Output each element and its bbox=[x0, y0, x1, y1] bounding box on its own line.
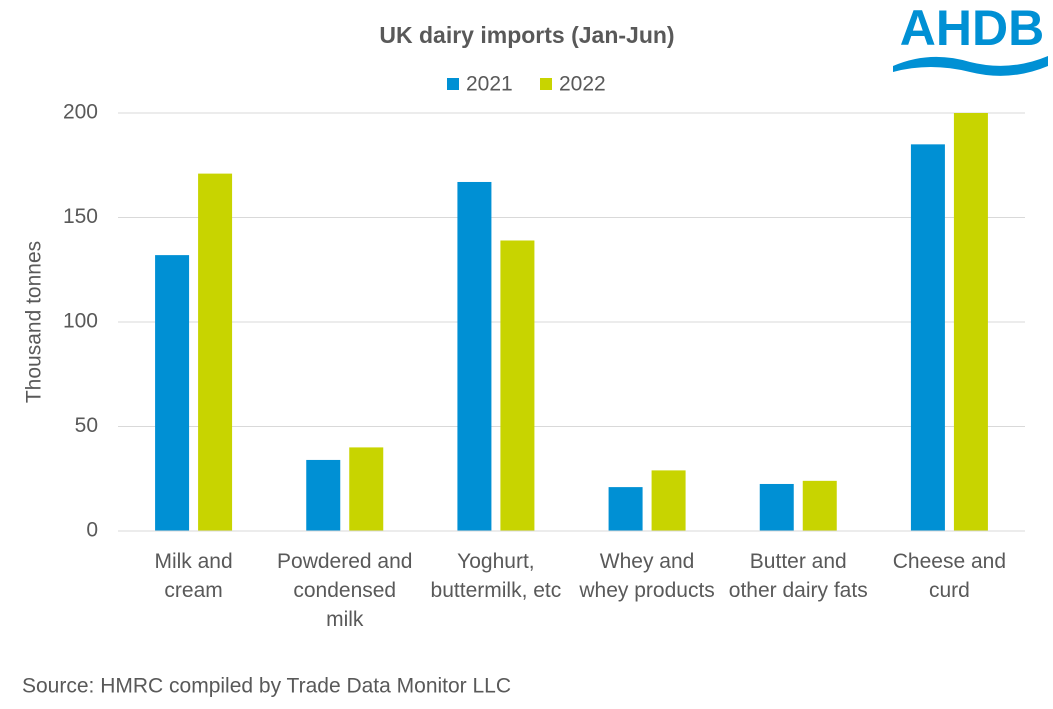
legend-label: 2021 bbox=[466, 73, 513, 96]
legend-swatch bbox=[447, 78, 459, 90]
bar bbox=[651, 470, 686, 531]
y-tick-label: 100 bbox=[63, 310, 98, 333]
bar bbox=[349, 447, 384, 531]
y-tick-label: 200 bbox=[63, 101, 98, 124]
chart-title: UK dairy imports (Jan-Jun) bbox=[379, 22, 674, 48]
x-tick-label-box: Cheese and curd bbox=[892, 550, 1007, 602]
x-tick-label: Cheese and curd bbox=[892, 550, 1007, 602]
logo-text: AHDB bbox=[900, 0, 1044, 56]
y-tick-label: 150 bbox=[63, 205, 98, 228]
source: Source: HMRC compiled by Trade Data Moni… bbox=[22, 675, 511, 698]
x-tick-label-box: Yoghurt, buttermilk, etc bbox=[430, 550, 562, 602]
x-tick-label: Butter and other dairy fats bbox=[728, 550, 868, 602]
bar bbox=[802, 480, 837, 531]
bar bbox=[953, 113, 988, 531]
x-tick-label: Whey and whey products bbox=[579, 550, 715, 602]
x-tick-label-box: Butter and other dairy fats bbox=[728, 550, 868, 602]
x-tick-label: Milk and cream bbox=[154, 550, 233, 602]
x-tick-label: Yoghurt, buttermilk, etc bbox=[430, 550, 562, 602]
x-tick-label: Powdered and condensed milk bbox=[277, 550, 413, 631]
legend-label: 2022 bbox=[559, 73, 606, 96]
logo: AHDB bbox=[893, 0, 1048, 76]
y-axis-label: Thousand tonnes bbox=[23, 241, 46, 403]
bar bbox=[155, 255, 190, 531]
x-tick-label-box: Whey and whey products bbox=[579, 550, 715, 602]
logo-wave bbox=[893, 56, 1048, 76]
bar bbox=[759, 483, 794, 531]
bar bbox=[500, 240, 535, 532]
bar bbox=[910, 144, 945, 531]
y-tick-label: 50 bbox=[75, 414, 98, 437]
bar bbox=[608, 487, 643, 531]
legend-swatch bbox=[540, 78, 552, 90]
x-tick-label-box: Powdered and condensed milk bbox=[277, 550, 413, 631]
bar bbox=[457, 181, 492, 531]
y-tick-label: 0 bbox=[86, 519, 98, 542]
bar bbox=[198, 173, 233, 532]
x-tick-label-box: Milk and cream bbox=[154, 550, 233, 602]
bar bbox=[306, 459, 341, 531]
